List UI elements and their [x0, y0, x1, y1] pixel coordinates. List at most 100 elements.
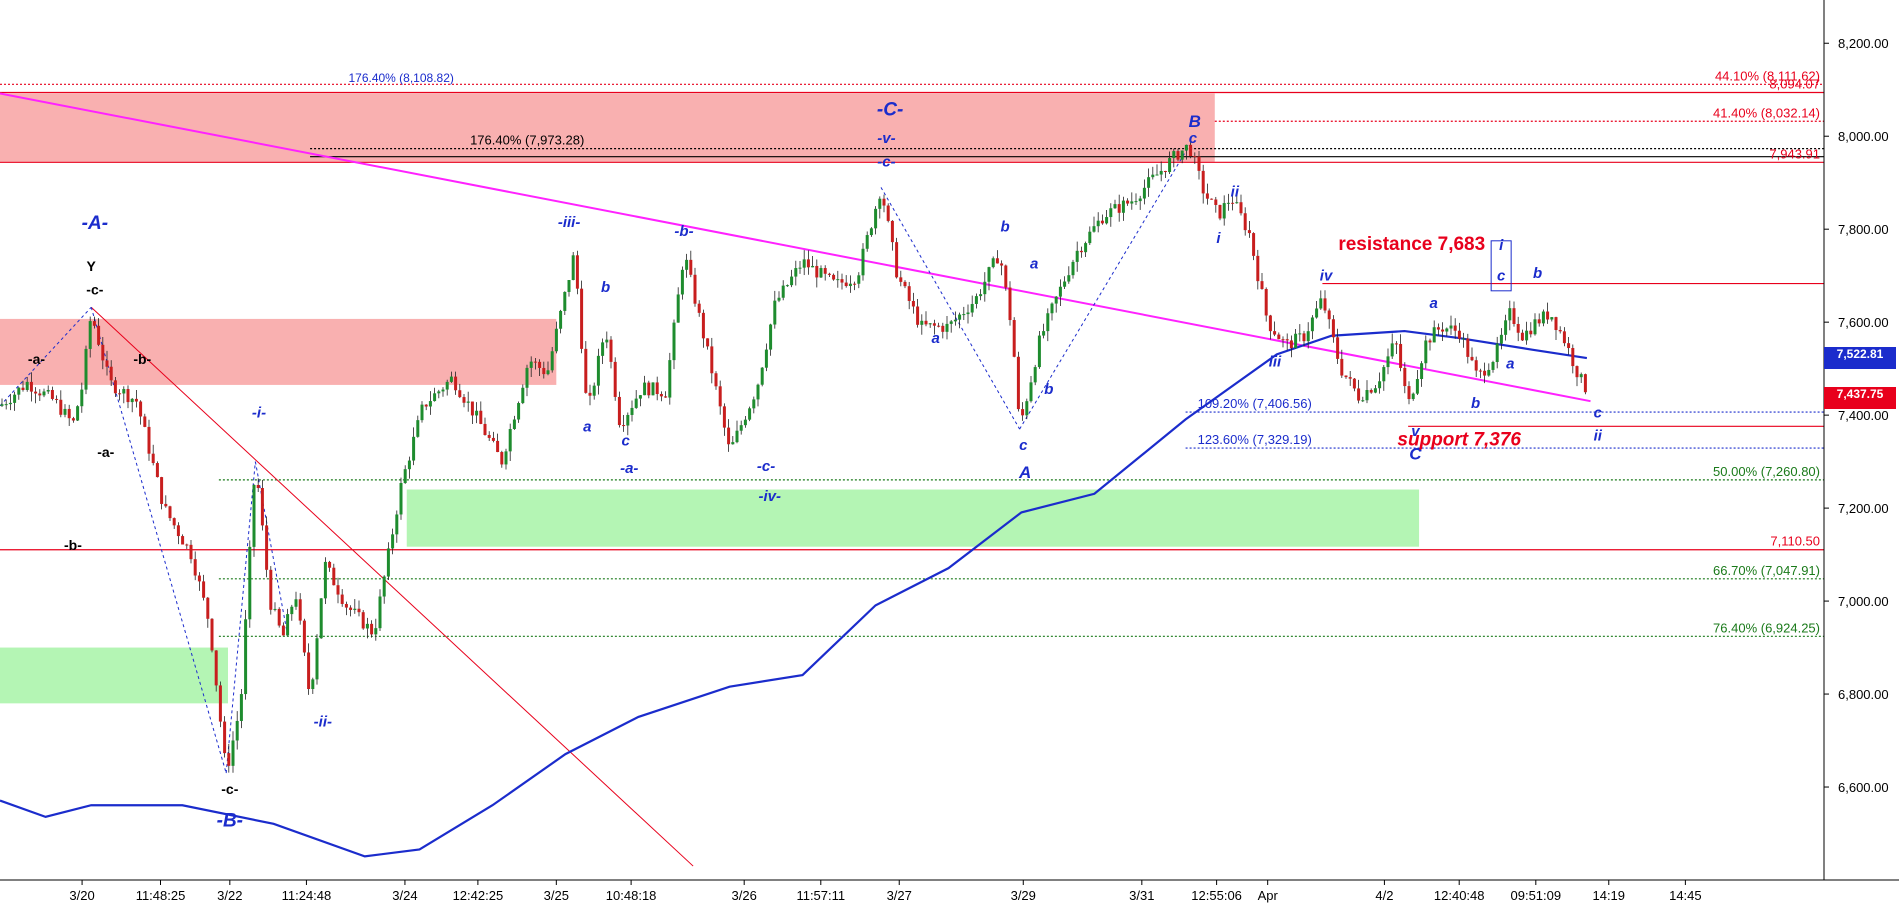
candle-body [1079, 250, 1083, 253]
candle-body [1176, 151, 1180, 160]
candle-body [155, 463, 159, 478]
x-tick-label: 10:48:18 [606, 888, 657, 903]
wave-label: -i- [252, 404, 266, 421]
candle-body [302, 620, 306, 653]
candle-body [916, 306, 920, 325]
wave-label: -iii- [558, 214, 581, 231]
candle-body [218, 685, 222, 722]
level-label: 176.40% (7,973.28) [470, 133, 584, 148]
candle-body [466, 401, 470, 403]
candle-body [1256, 255, 1260, 282]
candle-body [811, 265, 815, 268]
time-axis: 3/20 11:48:25 3/22 11:24:48 3/24 12:42:25 3/25… [0, 879, 1899, 903]
candle-body [1348, 377, 1352, 379]
candle-body [1386, 356, 1390, 368]
candle-body [428, 401, 432, 407]
candle-body [21, 387, 25, 390]
candle-body [1285, 339, 1289, 341]
candle-body [827, 273, 831, 275]
price-zone [0, 93, 1215, 162]
candle-body [281, 625, 285, 636]
candle-body [407, 460, 411, 470]
candle-body [962, 314, 966, 316]
candle-body [1428, 340, 1432, 343]
candle-body [1525, 330, 1529, 341]
candle-body [718, 386, 722, 407]
y-tick-label: 7,000.00 [1838, 594, 1889, 609]
candle-body [1075, 250, 1079, 262]
candle-body [693, 274, 697, 304]
candle-body [521, 387, 525, 404]
wave-projection-line [225, 461, 256, 774]
candle-body [1004, 265, 1008, 288]
candle-body [1033, 367, 1037, 383]
candle-body [1424, 340, 1428, 364]
candle-body [13, 394, 17, 403]
candle-body [1008, 287, 1012, 321]
candle-body [613, 361, 617, 397]
candle-body [1252, 233, 1256, 256]
x-tick-label: 12:40:48 [1434, 888, 1485, 903]
candle-body [160, 477, 164, 504]
wave-label: -a- [620, 460, 638, 477]
candle-body [1474, 360, 1478, 371]
candle-body [1130, 201, 1134, 204]
candle-body [357, 608, 361, 613]
candle-body [147, 426, 151, 454]
candle-body [563, 291, 567, 311]
candle-body [706, 338, 710, 347]
candle-body [664, 396, 668, 398]
candle-body [794, 268, 798, 277]
candle-body [63, 408, 67, 415]
level-label: 66.70% (7,047.91) [1713, 563, 1820, 578]
candle-body [1340, 358, 1344, 376]
candle-body [223, 721, 227, 754]
candle-body [769, 324, 773, 350]
wave-label: ii [1231, 184, 1240, 201]
candle-body [252, 484, 256, 547]
candle-body [752, 399, 756, 409]
candle-body [80, 389, 84, 407]
wave-label: ii [1594, 428, 1603, 445]
candle-body [1067, 275, 1071, 282]
candle-body [1180, 150, 1184, 160]
candle-body [722, 406, 726, 428]
candle-body [580, 288, 584, 349]
candle-body [701, 312, 705, 339]
candle-body [987, 267, 991, 282]
candle-body [420, 404, 424, 421]
candle-body [601, 342, 605, 356]
candle-body [970, 303, 974, 313]
candle-body [819, 268, 823, 278]
candle-body [1487, 369, 1491, 376]
candle-body [764, 349, 768, 368]
candle-body [1243, 213, 1247, 231]
candle-body [395, 514, 399, 535]
level-label: 123.60% (7,329.19) [1198, 432, 1312, 447]
candle-body [185, 544, 189, 546]
wave-label-layer: -A- Y -c- -a- -b- -a- -b- -c- -B- -i- -ii- -iii-b a c… [28, 99, 1603, 831]
annotation-label: resistance 7,683 [1338, 234, 1485, 255]
candle-body [84, 348, 88, 390]
candle-body [1268, 315, 1272, 332]
candle-body [67, 408, 71, 419]
candle-body [727, 427, 731, 445]
candle-body [122, 389, 126, 394]
price-zone [0, 647, 228, 704]
candle-body [1210, 198, 1214, 200]
wave-label: b [1533, 265, 1542, 282]
candle-body [8, 402, 12, 405]
candle-body [433, 393, 437, 402]
candle-body [437, 391, 441, 394]
candle-body [991, 258, 995, 268]
candle-body [483, 423, 487, 435]
candle-body [622, 425, 626, 427]
candle-body [844, 282, 848, 287]
candle-body [941, 325, 945, 332]
candle-body [815, 265, 819, 278]
wave-label: v [1411, 423, 1421, 440]
x-tick-label: 12:55:06 [1191, 888, 1242, 903]
candle-body [386, 548, 390, 577]
candle-body [143, 416, 147, 427]
candle-body [668, 360, 672, 398]
